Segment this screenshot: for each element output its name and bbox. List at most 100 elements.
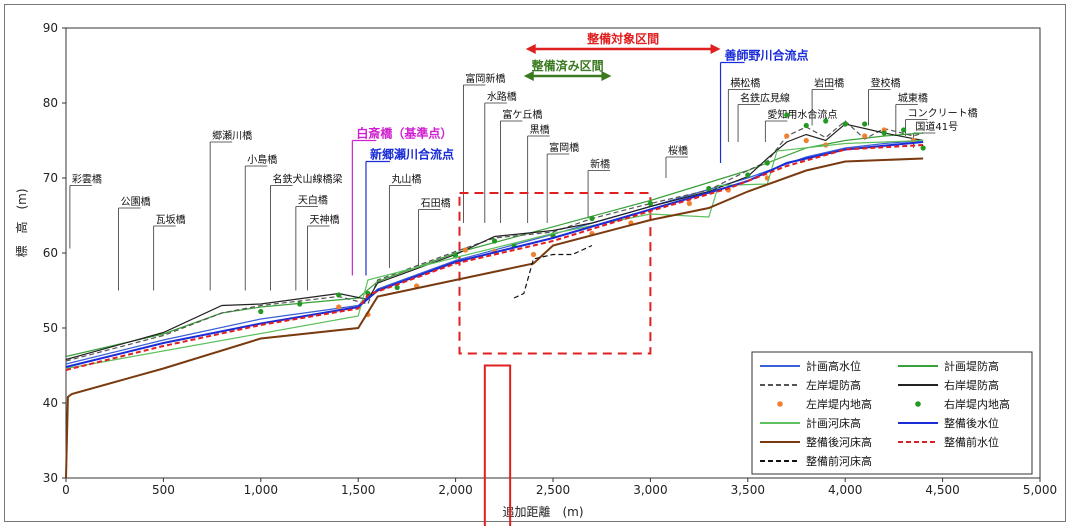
y-tick-label: 90 — [43, 21, 58, 35]
bridge-label: 丸山橋 — [391, 173, 421, 186]
series-point — [862, 121, 868, 127]
series-point — [686, 200, 692, 207]
legend-label: 左岸堤防高 — [806, 378, 861, 392]
x-tick-label: 3,000 — [633, 483, 667, 497]
y-tick-label: 70 — [43, 171, 58, 185]
series-line — [65, 123, 924, 361]
series-point — [803, 137, 809, 144]
y-axis-label: 標 高 (m) — [14, 188, 29, 257]
legend-label: 計画河床高 — [806, 416, 861, 430]
series-line — [513, 244, 593, 299]
chart-frame — [4, 4, 1066, 522]
bridge-label: 名鉄犬山線橋梁 — [273, 173, 343, 186]
bridge-label: 黒橋 — [530, 123, 550, 136]
legend-label: 右岸堤防高 — [944, 378, 999, 392]
callout-pointer — [483, 364, 512, 526]
series-point — [530, 251, 537, 258]
series-point — [394, 284, 400, 291]
series-point — [901, 127, 907, 133]
series-point — [920, 145, 926, 151]
legend-label: 左岸堤内地高 — [806, 397, 872, 411]
series-point — [784, 112, 790, 118]
bridge-label: 小島橋 — [247, 153, 277, 166]
series-line — [65, 157, 924, 479]
bridge-label: 郷瀬川橋 — [212, 129, 252, 142]
series-point — [862, 133, 868, 139]
y-tick-label: 50 — [43, 321, 58, 335]
legend-label: 右岸堤内地高 — [944, 397, 1010, 411]
x-tick-label: 5,000 — [1023, 483, 1057, 497]
series-point — [706, 185, 712, 192]
confluence-label: 善師野川合流点 — [725, 48, 809, 63]
series-point — [842, 121, 848, 127]
legend-label: 整備前水位 — [944, 435, 999, 449]
series-point — [297, 301, 303, 307]
x-tick-label: 2,500 — [536, 483, 570, 497]
series-point — [823, 118, 829, 124]
legend-swatch — [777, 401, 783, 407]
series-point — [784, 133, 790, 139]
bridge-label: 富岡新橋 — [465, 72, 505, 85]
bridge-label: コンクリート橋 — [908, 107, 978, 120]
series-point — [258, 308, 264, 315]
series-point — [491, 238, 498, 244]
bridge-label: 桜橋 — [668, 144, 688, 157]
y-tick-label: 40 — [43, 396, 58, 410]
target-section-arrow-head-left — [525, 44, 536, 54]
y-tick-label: 60 — [43, 246, 58, 260]
x-tick-label: 1,000 — [244, 483, 278, 497]
series-point — [336, 292, 342, 298]
bridge-label: 水路橋 — [487, 90, 517, 103]
x-tick-label: 3,500 — [731, 483, 765, 497]
series-line — [65, 139, 924, 370]
series-point — [589, 215, 595, 222]
confluence-label: 新郷瀬川合流点 — [370, 147, 454, 162]
series-point — [803, 122, 809, 129]
series-line — [65, 132, 924, 358]
legend-swatch — [915, 401, 921, 407]
bridge-label: 城東橋 — [898, 92, 928, 105]
bridge-label: 国道41号 — [915, 120, 958, 133]
bridge-label: 新橋 — [590, 158, 610, 171]
legend-box — [751, 351, 1033, 475]
reference-point: 白斎橋（基準点） — [356, 126, 452, 141]
completed-section-arrow-head-left — [523, 71, 534, 81]
highlight-box — [458, 192, 652, 355]
completed-section-label: 整備済み区間 — [531, 58, 604, 73]
series-line — [65, 144, 924, 371]
series-point — [462, 247, 468, 253]
legend-label: 計画堤防高 — [944, 359, 999, 373]
bridge-label: 登校橋 — [871, 77, 901, 90]
x-tick-label: 4,000 — [828, 483, 862, 497]
bridge-label: 石田橋 — [421, 197, 451, 210]
bridge-label: 横松橋 — [730, 77, 760, 90]
series-point — [336, 304, 342, 310]
x-tick-label: 500 — [152, 483, 175, 497]
series-point — [647, 200, 654, 207]
x-tick-label: 2,000 — [438, 483, 472, 497]
series-point — [881, 130, 887, 136]
legend-label: 整備前河床高 — [806, 454, 872, 468]
bridge-label: 名鉄広見線 — [740, 92, 790, 105]
completed-section-arrow-head-right — [601, 71, 612, 81]
bridge-label: 富岡橋 — [549, 141, 579, 154]
x-axis-label: 追加距離 (m) — [502, 504, 583, 519]
legend-label: 整備後河床高 — [806, 435, 872, 449]
legend-label: 整備後水位 — [944, 416, 999, 430]
y-tick-label: 30 — [43, 471, 58, 485]
bridge-label: 天神橋 — [310, 213, 340, 226]
bridge-label: 愛知用水合流点 — [767, 108, 837, 121]
series-line — [65, 141, 924, 368]
series-point — [745, 172, 751, 178]
x-tick-label: 0 — [62, 483, 70, 497]
target-section-arrow-head-right — [710, 44, 721, 54]
legend-label: 計画高水位 — [806, 359, 861, 373]
target-section-label: 整備対象区間 — [586, 31, 659, 46]
series-line — [65, 120, 924, 362]
y-tick-label: 80 — [43, 96, 58, 110]
bridge-label: 彩雲橋 — [72, 173, 102, 186]
x-tick-label: 1,500 — [341, 483, 375, 497]
bridge-label: 岩田橋 — [814, 77, 844, 90]
series-point — [764, 160, 770, 166]
